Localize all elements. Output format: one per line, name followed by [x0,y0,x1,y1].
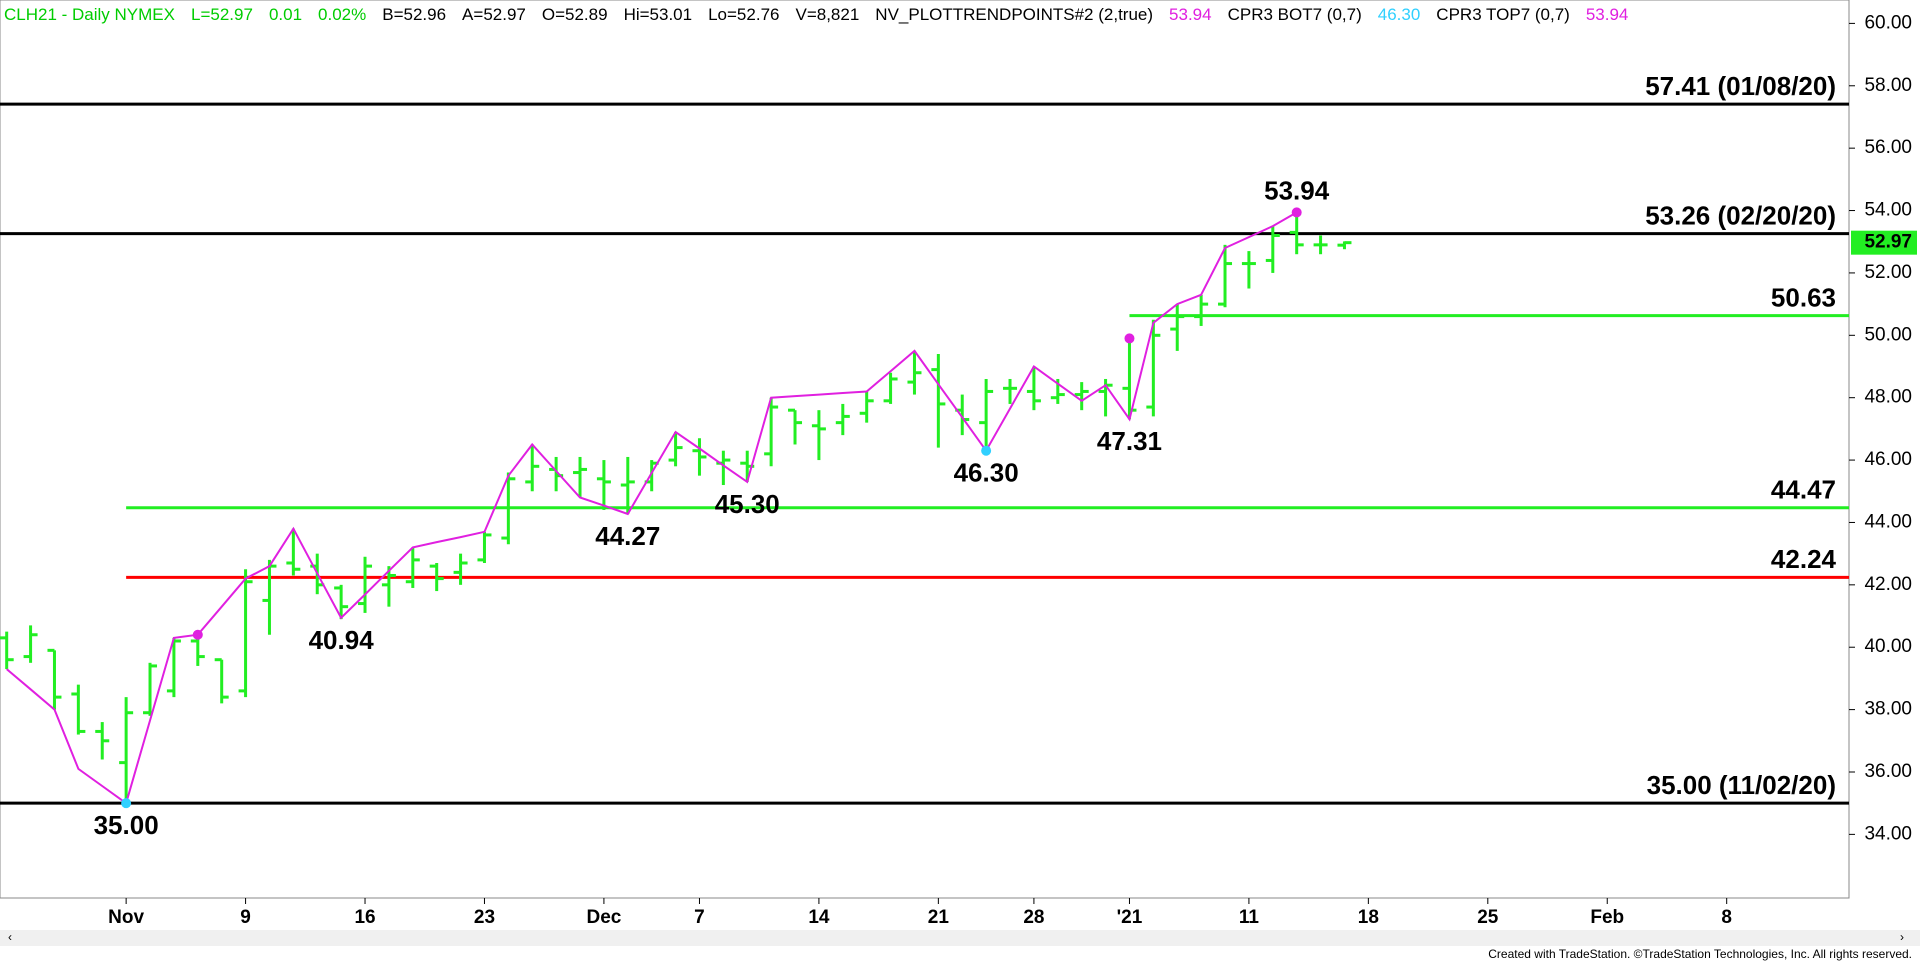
pivot-label: 53.94 [1264,175,1330,205]
x-tick-label: '21 [1117,907,1143,928]
header-item: 53.94 [1586,5,1629,24]
pivot-label: 46.30 [954,458,1019,488]
pivot-label: 45.30 [715,489,780,519]
y-tick-label: 48.00 [1864,387,1912,408]
header-item: Lo=52.76 [708,5,779,24]
scrollbar[interactable] [0,930,1920,946]
x-tick-label: Nov [108,907,144,928]
level-label: 42.24 [1771,544,1837,574]
level-label: 53.26 (02/20/20) [1645,200,1836,230]
y-tick-label: 60.00 [1864,12,1912,33]
header-item: 0.02% [318,5,366,24]
scroll-right[interactable]: › [1900,930,1904,944]
pivot-label: 35.00 [94,810,159,840]
y-tick-label: 54.00 [1864,200,1912,221]
level-label: 57.41 (01/08/20) [1645,71,1836,101]
x-tick-label: 8 [1721,907,1732,928]
header-item: O=52.89 [542,5,608,24]
x-tick-label: 25 [1477,907,1499,928]
y-tick-label: 50.00 [1864,324,1912,345]
header-item: 53.94 [1169,5,1212,24]
y-tick-label: 36.00 [1864,761,1912,782]
last-price-label: 52.97 [1864,232,1912,253]
y-tick-label: 52.00 [1864,262,1912,283]
pivot-label: 40.94 [309,625,375,655]
y-tick-label: 38.00 [1864,699,1912,720]
x-tick-label: 21 [928,907,950,928]
pivot-label: 44.27 [595,521,660,551]
header-item: 46.30 [1378,5,1421,24]
pivot-dot [121,798,132,809]
y-tick-label: 34.00 [1864,823,1912,844]
header-item: CLH21 - Daily NYMEX [4,5,175,24]
y-tick-label: 42.00 [1864,574,1912,595]
y-tick-label: 40.00 [1864,636,1912,657]
pivot-dot [981,445,992,456]
level-label: 44.47 [1771,475,1836,505]
level-label: 50.63 [1771,283,1836,313]
plot-area [0,0,1850,899]
last-price-box [1851,230,1917,255]
header-item: Hi=53.01 [624,5,693,24]
x-tick-label: 18 [1358,907,1379,928]
header-item: B=52.96 [382,5,446,24]
y-tick-label: 56.00 [1864,137,1912,158]
level-label: 35.00 (11/02/20) [1647,770,1836,800]
x-tick-label: 23 [474,907,495,928]
header-item: CPR3 TOP7 (0,7) [1436,5,1570,24]
x-tick-label: 11 [1239,907,1260,928]
x-tick-label: 28 [1023,907,1044,928]
x-tick-label: Feb [1590,907,1624,928]
x-tick-label: 9 [240,907,251,928]
x-tick-label: Dec [586,907,621,928]
header: CLH21 - Daily NYMEX L=52.97 0.01 0.02% B=52.… [4,5,1628,24]
header-item: CPR3 BOT7 (0,7) [1228,5,1362,24]
header-item: 0.01 [269,5,302,24]
x-tick-label: 7 [694,907,705,928]
scroll-left[interactable]: ‹ [8,930,12,944]
y-tick-label: 46.00 [1864,449,1912,470]
header-item: NV_PLOTTRENDPOINTS#2 (2,true) [875,5,1153,24]
header-item: L=52.97 [191,5,253,24]
pivot-label: 47.31 [1097,426,1162,456]
pivot-dot [192,629,203,640]
y-tick-label: 44.00 [1864,511,1912,532]
trend-line [6,211,1298,805]
pivot-dot [1291,207,1302,218]
pivot-dot [1124,333,1135,344]
header-item: A=52.97 [462,5,526,24]
header-item: V=8,821 [795,5,859,24]
x-tick-label: 14 [808,907,830,928]
footer: Created with TradeStation. ©TradeStation… [1488,947,1912,961]
y-tick-label: 58.00 [1864,75,1912,96]
x-tick-label: 16 [354,907,375,928]
